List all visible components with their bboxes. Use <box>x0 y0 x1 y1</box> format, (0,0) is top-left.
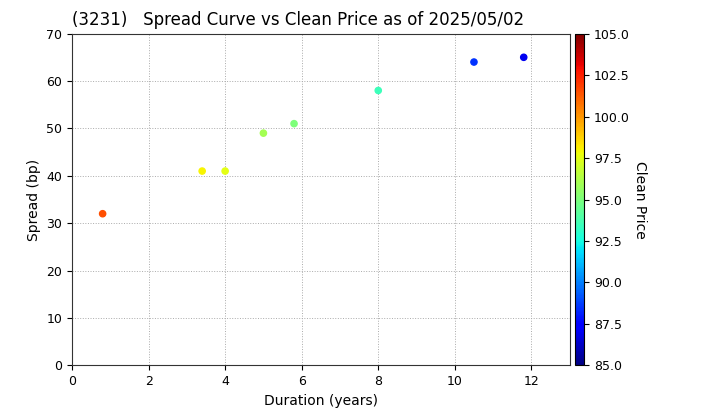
Point <box>288 120 300 127</box>
Point <box>468 59 480 66</box>
Point <box>518 54 529 60</box>
Point <box>197 168 208 174</box>
Point <box>258 130 269 136</box>
Y-axis label: Clean Price: Clean Price <box>633 160 647 239</box>
X-axis label: Duration (years): Duration (years) <box>264 394 378 408</box>
Point <box>372 87 384 94</box>
Y-axis label: Spread (bp): Spread (bp) <box>27 158 41 241</box>
Text: (3231)   Spread Curve vs Clean Price as of 2025/05/02: (3231) Spread Curve vs Clean Price as of… <box>72 11 524 29</box>
Point <box>220 168 231 174</box>
Point <box>97 210 109 217</box>
